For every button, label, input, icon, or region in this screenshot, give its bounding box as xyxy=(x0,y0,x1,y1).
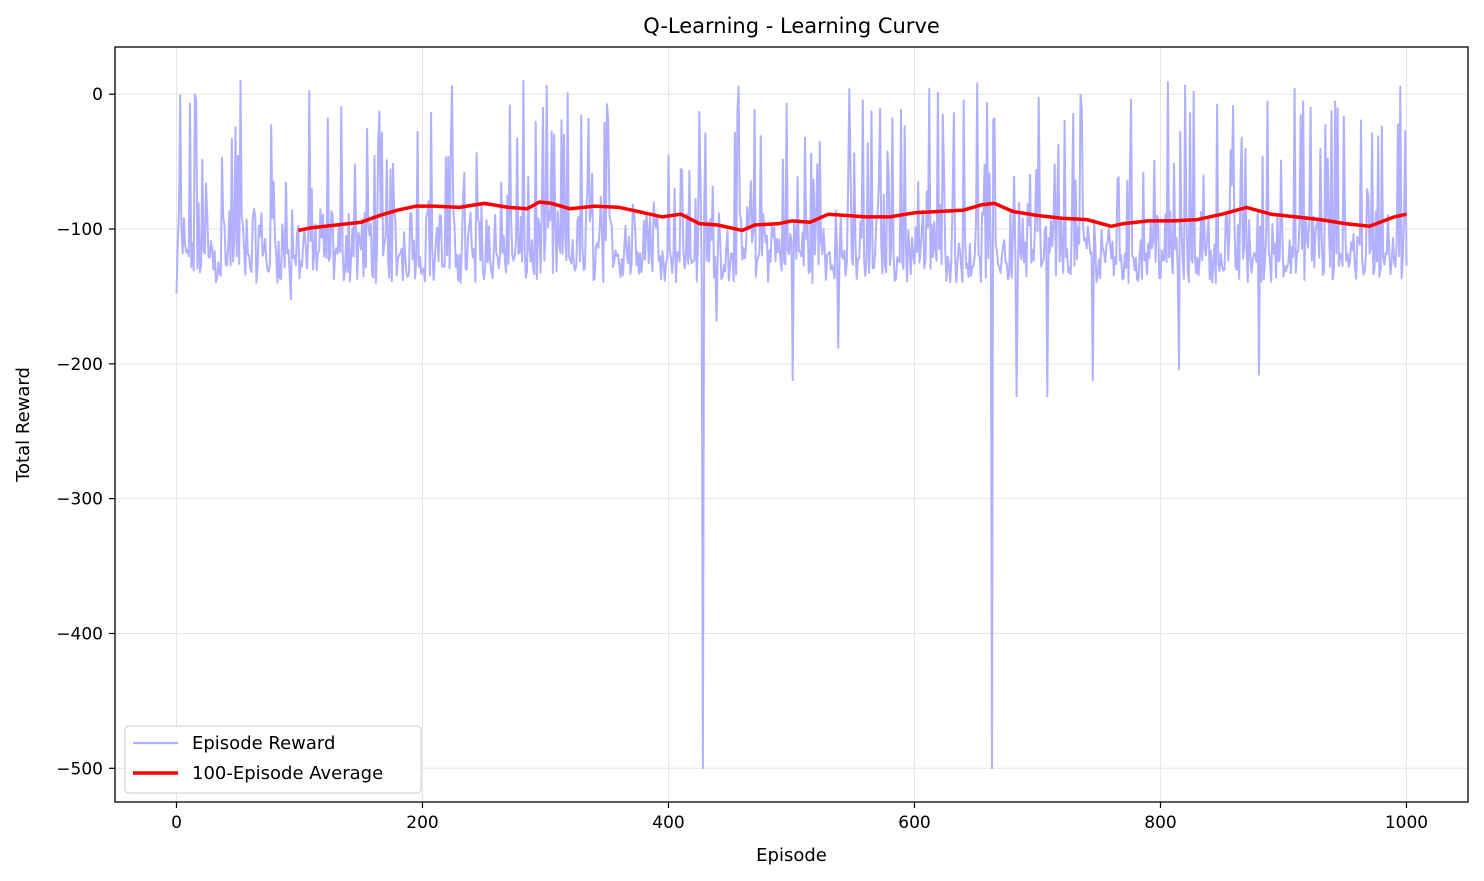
y-tick-label: −500 xyxy=(56,759,103,779)
x-tick-label: 400 xyxy=(652,813,684,833)
axis-ticks: 0 200 400 600 800 1000 0 −100 −200 −300 −400 −500 xyxy=(56,85,1428,833)
chart-title: Q-Learning - Learning Curve xyxy=(643,14,940,38)
legend-box xyxy=(124,725,422,794)
x-axis-title: Episode xyxy=(756,845,827,866)
series-100-episode-average-line xyxy=(297,200,1407,233)
x-tick-label: 800 xyxy=(1144,813,1176,833)
x-tick-label: 600 xyxy=(898,813,930,833)
legend-label-average: 100-Episode Average xyxy=(192,763,383,784)
y-tick-label: −200 xyxy=(56,355,103,375)
y-tick-label: −100 xyxy=(56,220,103,240)
x-tick-label: 1000 xyxy=(1385,813,1428,833)
x-tick-label: 0 xyxy=(171,813,182,833)
plot-area-series xyxy=(175,79,1408,770)
y-axis-title: Total Reward xyxy=(13,367,34,483)
y-tick-label: −400 xyxy=(56,624,103,644)
grid xyxy=(115,47,1468,802)
x-tick-label: 200 xyxy=(406,813,438,833)
y-tick-label: −300 xyxy=(56,490,103,510)
legend: Episode Reward 100-Episode Average xyxy=(124,725,422,794)
plot-frame xyxy=(114,46,1469,803)
legend-label-episode-reward: Episode Reward xyxy=(192,733,335,754)
y-tick-label: 0 xyxy=(92,85,103,105)
series-episode-reward-line xyxy=(175,79,1408,770)
